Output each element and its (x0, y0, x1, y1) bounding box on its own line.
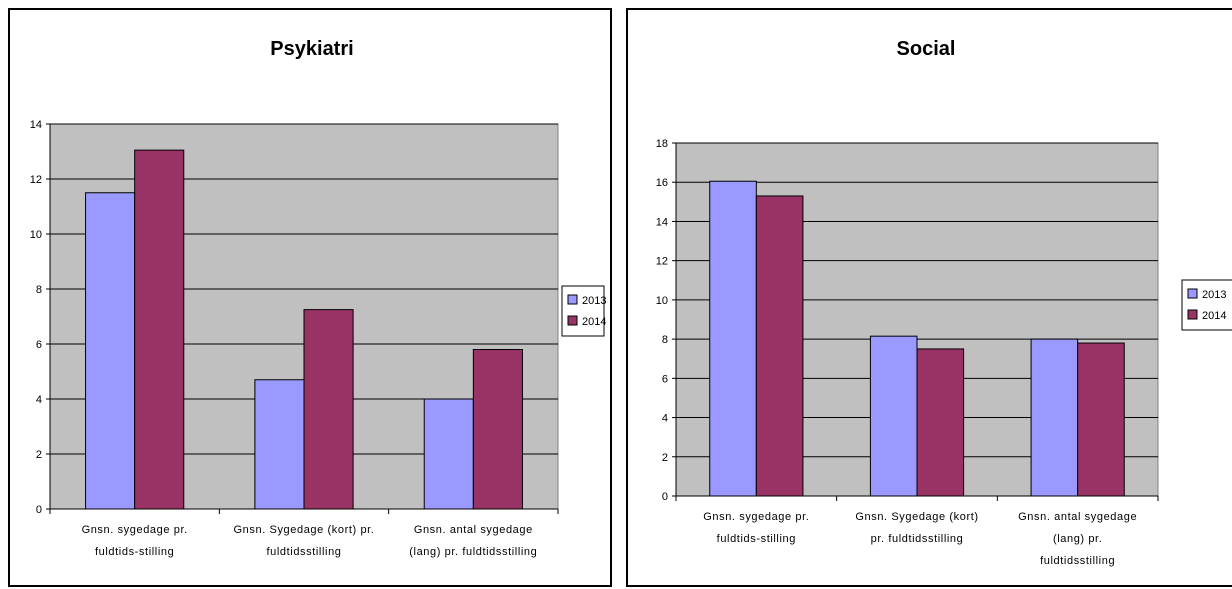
bar-2013 (709, 180, 757, 497)
bar-2014 (134, 149, 185, 510)
chart-social: Social 0 2 4 6 8 10 12 14 16 18 Gnsn. sygedage pr. f… (626, 8, 1232, 587)
bar-2014 (472, 349, 523, 510)
chart-title: Psykiatri (270, 38, 353, 60)
bar-2013 (1030, 338, 1079, 497)
bar-2014 (916, 348, 965, 497)
y-tick-label: 16 (656, 177, 668, 189)
x-category-label: (lang) pr. fuldtidsstilling (409, 546, 537, 558)
legend-box (1181, 279, 1232, 331)
y-tick-label: 2 (662, 452, 668, 464)
legend-label: 2014 (1202, 310, 1226, 322)
bar-2014 (303, 309, 354, 510)
bar-2014 (755, 195, 804, 497)
x-category-label: Gnsn. antal sygedage (1018, 511, 1137, 523)
x-category-label: Gnsn. sygedage pr. (82, 524, 188, 536)
chart-social-svg: Social 0 2 4 6 8 10 12 14 16 18 Gnsn. sygedage pr. f… (656, 38, 1232, 567)
y-tick-label: 0 (36, 504, 42, 516)
y-tick-label: 14 (656, 216, 668, 228)
y-tick-label: 6 (36, 339, 42, 351)
bar-2013 (254, 379, 305, 510)
chart-psykiatri-svg: Psykiatri 0 2 4 6 8 10 12 14 Gnsn. sygedage pr. fu… (30, 38, 607, 558)
y-tick-label: 14 (30, 119, 42, 131)
bar-2013 (423, 398, 474, 510)
legend-box (561, 285, 605, 337)
x-category-label: pr. fuldtidsstilling (871, 533, 964, 545)
y-tick-label: 4 (36, 394, 42, 406)
bar-2013 (85, 192, 136, 510)
legend-label: 2014 (582, 316, 606, 328)
x-category-label: Gnsn. Sygedage (kort) pr. (234, 524, 375, 536)
legend-label: 2013 (1202, 289, 1226, 301)
y-tick-label: 12 (30, 174, 42, 186)
x-category-label: fuldtidsstilling (1040, 555, 1115, 567)
legend-swatch (567, 294, 578, 305)
x-category-label: Gnsn. antal sygedage (414, 524, 533, 536)
y-tick-label: 8 (36, 284, 42, 296)
x-category-label: Gnsn. Sygedage (kort) (855, 511, 978, 523)
x-category-label: (lang) pr. (1053, 533, 1102, 545)
y-tick-label: 6 (662, 373, 668, 385)
x-category-label: fuldtidsstilling (266, 546, 341, 558)
y-tick-label: 18 (656, 138, 668, 150)
bar-2013 (869, 335, 918, 497)
legend-swatch (1187, 309, 1198, 320)
y-tick-label: 4 (662, 413, 668, 425)
chart-title: Social (897, 38, 956, 60)
y-tick-label: 10 (656, 295, 668, 307)
chart-psykiatri: Psykiatri 0 2 4 6 8 10 12 14 Gnsn. sygedage pr. fu… (8, 8, 612, 587)
legend-label: 2013 (582, 295, 606, 307)
y-tick-label: 12 (656, 256, 668, 268)
x-category-label: fuldtids-stilling (717, 533, 796, 545)
y-tick-label: 8 (662, 334, 668, 346)
y-tick-label: 0 (662, 491, 668, 503)
bar-2014 (1077, 342, 1125, 497)
legend-swatch (1187, 288, 1198, 299)
y-tick-label: 10 (30, 229, 42, 241)
y-tick-label: 2 (36, 449, 42, 461)
x-category-label: fuldtids-stilling (95, 546, 174, 558)
legend-swatch (567, 315, 578, 326)
x-category-label: Gnsn. sygedage pr. (703, 511, 809, 523)
